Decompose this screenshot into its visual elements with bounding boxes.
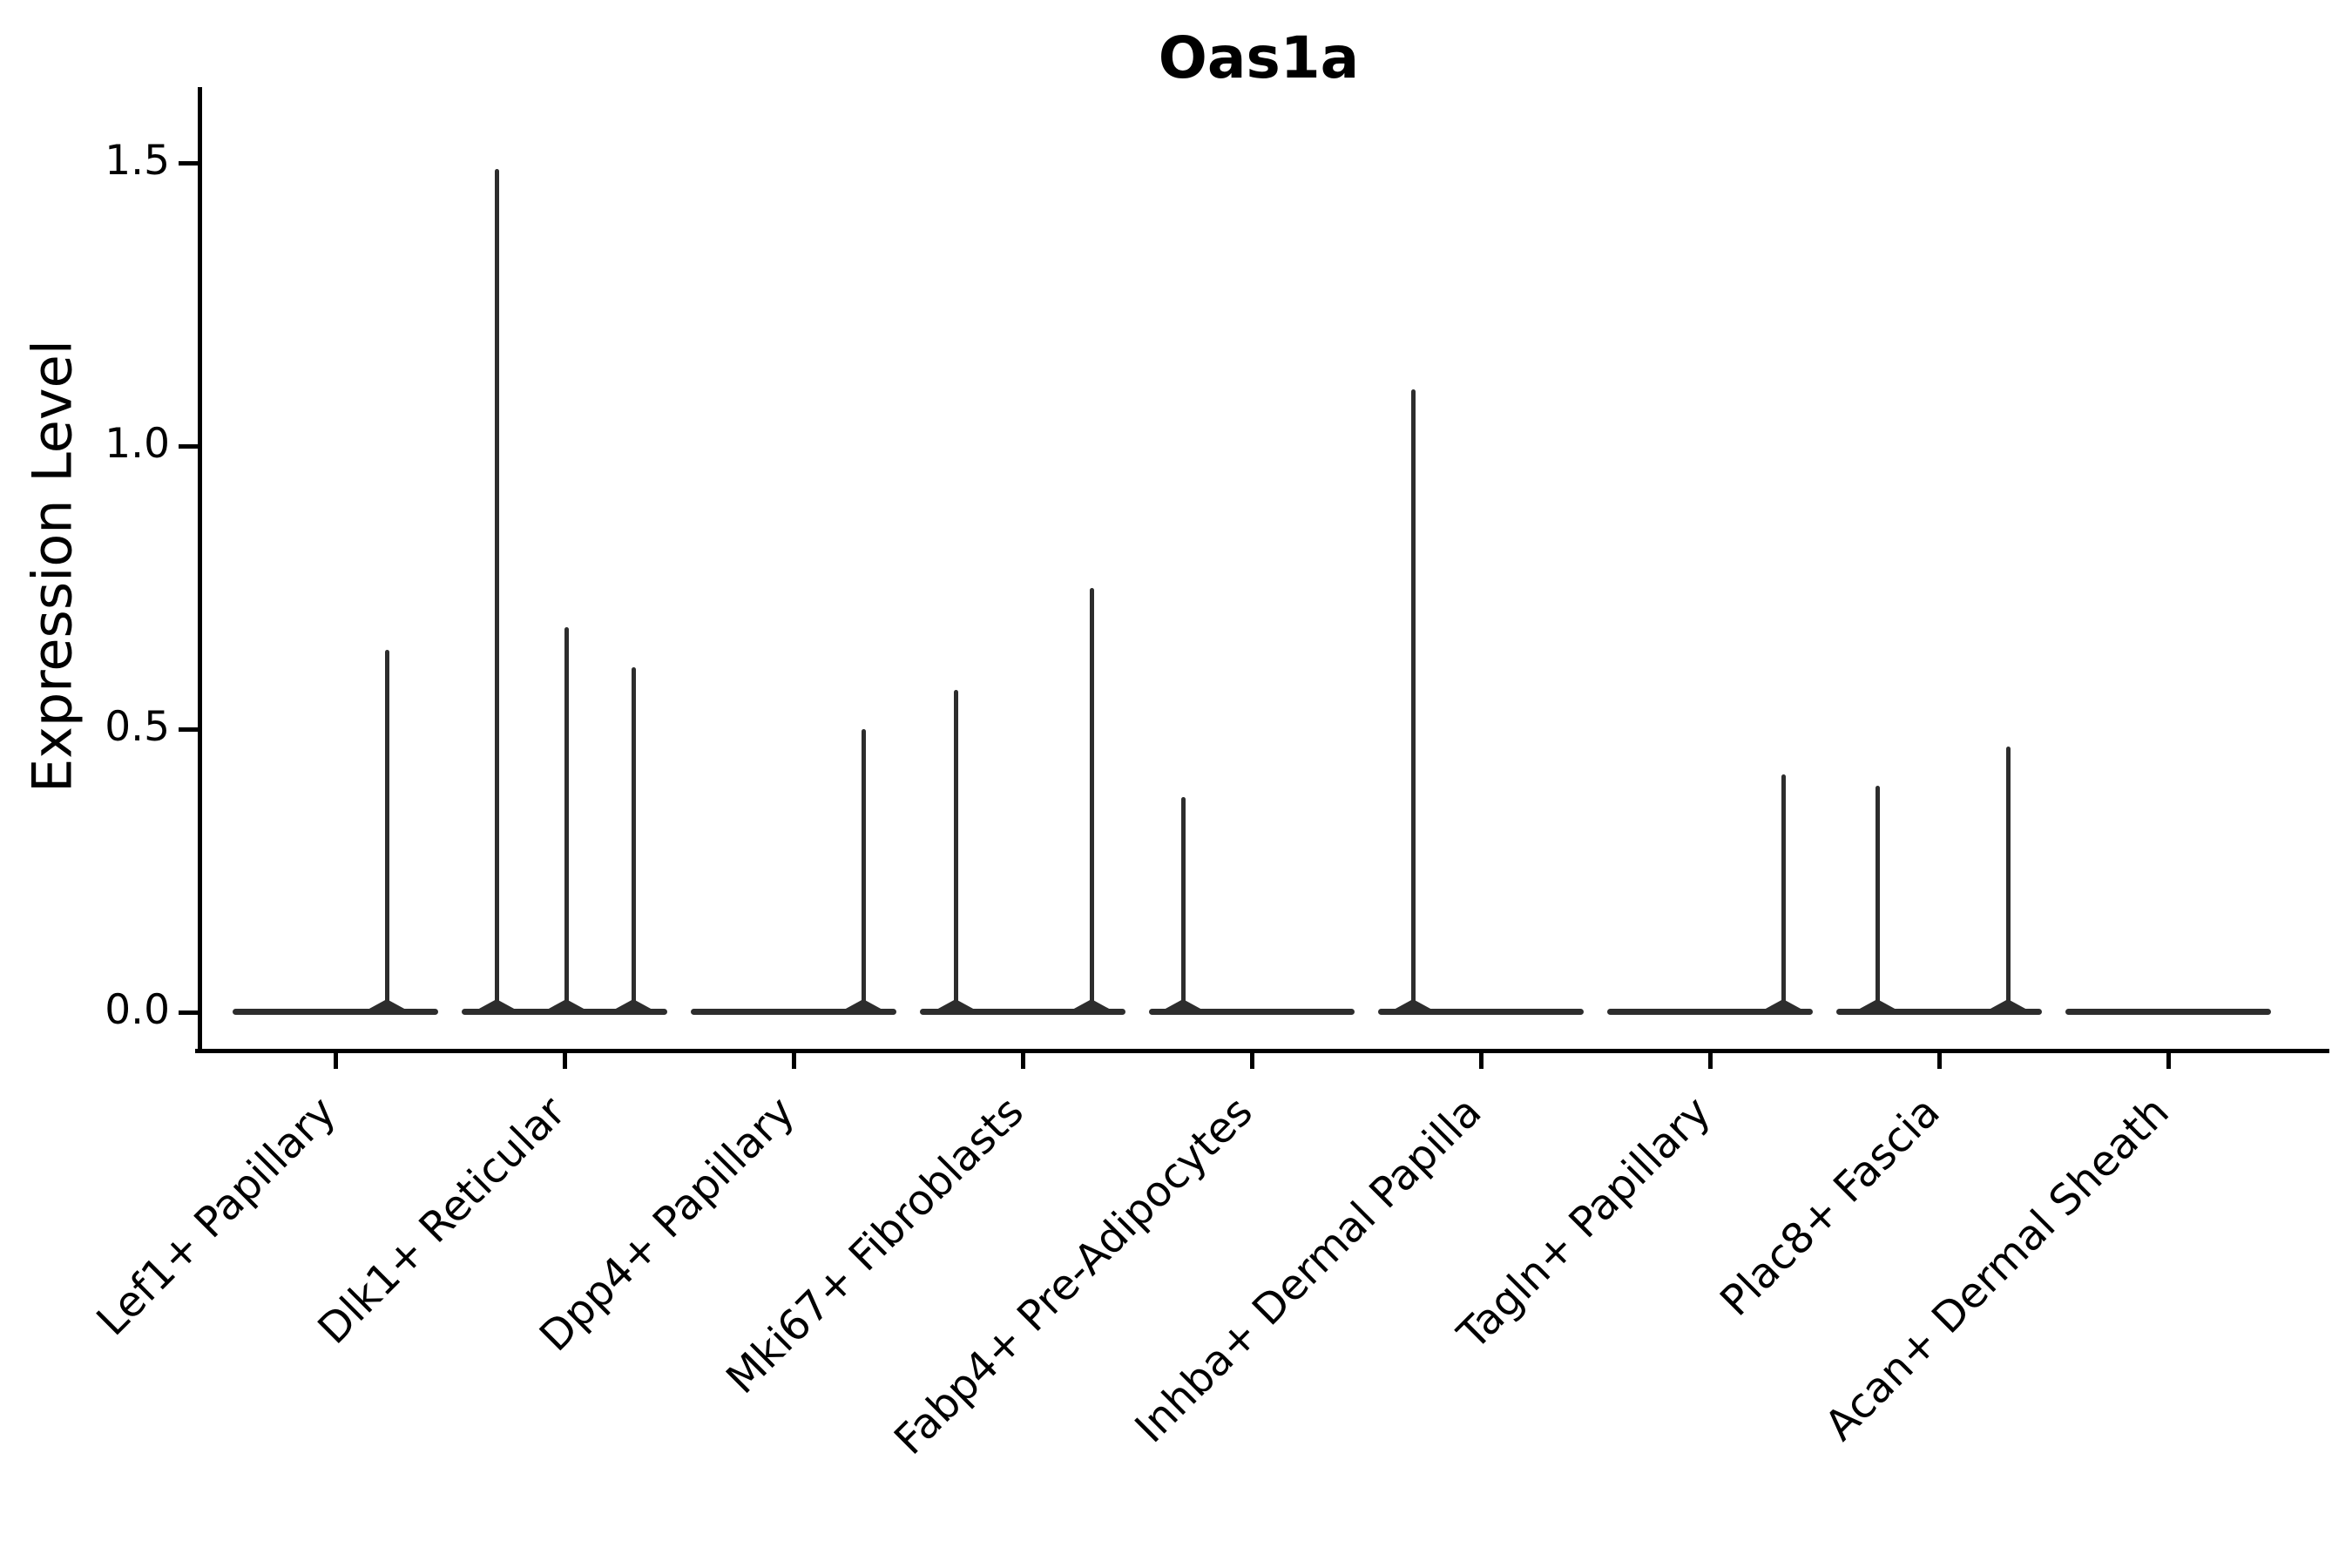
y-tick-label: 1.0 [105,420,170,468]
violin-spike-flare [1164,999,1202,1010]
violin-spike [564,627,569,1012]
violin-spike-flare [614,999,652,1010]
x-tick-mark [791,1053,796,1069]
violin-baseline [1836,1009,2042,1015]
y-tick-mark [179,727,198,732]
violin-spike-flare [547,999,585,1010]
violin-spike-flare [1072,999,1111,1010]
violin-baseline [1378,1009,1584,1015]
violin-spike-flare [1394,999,1432,1010]
x-tick-label-text: Dpp4+ Papillary [530,1087,804,1362]
x-tick-mark [1020,1053,1025,1069]
x-tick-mark [1478,1053,1484,1069]
x-tick-mark [562,1053,567,1069]
chart-title: Oas1a [1158,24,1360,91]
x-tick-label-text: Lef1+ Papillary [87,1087,346,1346]
violin-baseline [233,1009,438,1015]
x-tick-label-text: Tagln+ Papillary [1449,1087,1720,1359]
violin-spike [1410,389,1416,1012]
violin-baseline [691,1009,896,1015]
violin-spike-flare [1764,999,1802,1010]
x-tick-label-text: Plac8+ Fascia [1711,1087,1950,1326]
violin-spike [1089,587,1094,1012]
x-tick-mark [2166,1053,2171,1069]
violin-spike [1180,797,1186,1012]
y-tick-label: 1.5 [105,137,170,185]
x-tick-mark [1707,1053,1713,1069]
violin-spike-flare [936,999,975,1010]
x-tick-mark [333,1053,338,1069]
violin-baseline [2065,1009,2271,1015]
violin-baseline [1149,1009,1355,1015]
x-axis-spine [195,1049,2329,1053]
violin-spike [631,666,636,1012]
x-tick-mark [1249,1053,1254,1069]
violin-spike [1875,786,1880,1012]
x-tick-mark [1936,1053,1942,1069]
violin-spike [494,168,499,1012]
violin-spike [2005,746,2011,1012]
violin-spike [1781,774,1786,1012]
violin-spike-flare [477,999,516,1010]
violin-spike-flare [368,999,406,1010]
y-axis-spine [198,87,202,1052]
violin-spike-flare [844,999,882,1010]
y-tick-label: 0.5 [105,703,170,751]
violin-baseline [920,1009,1125,1015]
y-tick-mark [179,443,198,449]
violin-spike [953,689,958,1012]
y-tick-label: 0.0 [105,986,170,1034]
x-tick-label-text: Dlk1+ Reticular [308,1087,575,1354]
violin-spike [861,729,866,1012]
violin-spike-flare [1989,999,2027,1010]
violin-spike [384,650,389,1012]
violin-spike-flare [1858,999,1896,1010]
y-tick-mark [179,1010,198,1015]
y-tick-mark [179,160,198,166]
violin-baseline [1607,1009,1813,1015]
